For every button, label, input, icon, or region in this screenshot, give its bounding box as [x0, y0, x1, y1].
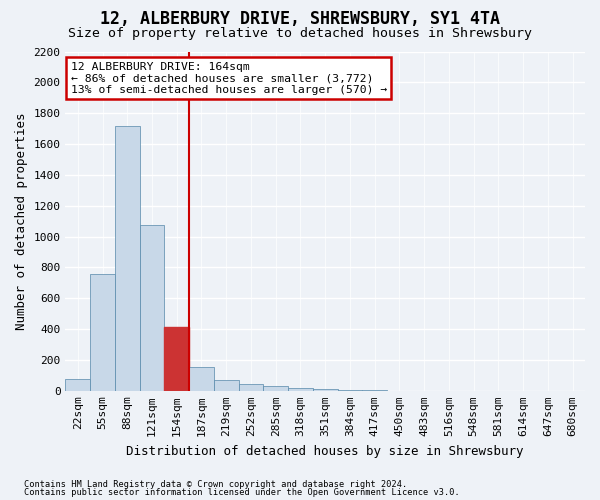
Bar [214, 380, 239, 391]
Bar [189, 367, 214, 391]
Bar [313, 390, 338, 391]
Bar [239, 384, 263, 391]
Bar [140, 225, 164, 391]
Text: Size of property relative to detached houses in Shrewsbury: Size of property relative to detached ho… [68, 28, 532, 40]
Bar [65, 379, 90, 391]
Bar [115, 126, 140, 391]
Bar [164, 327, 189, 391]
Bar [338, 390, 362, 391]
Y-axis label: Number of detached properties: Number of detached properties [15, 112, 28, 330]
Text: Contains public sector information licensed under the Open Government Licence v3: Contains public sector information licen… [24, 488, 460, 497]
Text: Contains HM Land Registry data © Crown copyright and database right 2024.: Contains HM Land Registry data © Crown c… [24, 480, 407, 489]
Text: 12, ALBERBURY DRIVE, SHREWSBURY, SY1 4TA: 12, ALBERBURY DRIVE, SHREWSBURY, SY1 4TA [100, 10, 500, 28]
Text: 12 ALBERBURY DRIVE: 164sqm
← 86% of detached houses are smaller (3,772)
13% of s: 12 ALBERBURY DRIVE: 164sqm ← 86% of deta… [71, 62, 387, 95]
Bar [288, 388, 313, 391]
Bar [263, 386, 288, 391]
Bar [90, 274, 115, 391]
X-axis label: Distribution of detached houses by size in Shrewsbury: Distribution of detached houses by size … [127, 444, 524, 458]
